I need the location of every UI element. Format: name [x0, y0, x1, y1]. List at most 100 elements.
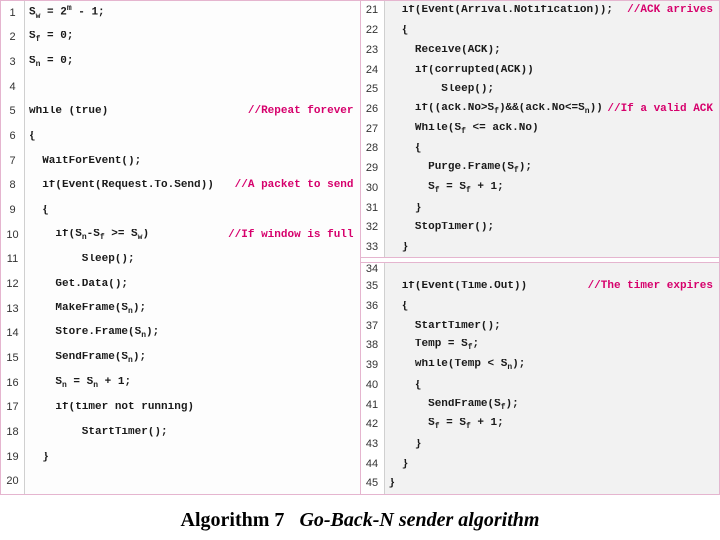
line-number: 30 — [361, 178, 385, 198]
code-text: Get.Data(); — [25, 279, 360, 290]
code-text: Sf = 0; — [25, 31, 360, 44]
code-row: 13 MakeFrame(Sn); — [1, 297, 360, 322]
code-row: 4 — [1, 75, 360, 100]
line-number: 36 — [361, 297, 385, 317]
code-row: 43 } — [361, 435, 720, 455]
line-number: 38 — [361, 336, 385, 356]
code-text: Sleep(); — [385, 84, 720, 95]
code-row: 32 StopTimer(); — [361, 218, 720, 238]
line-number: 8 — [1, 174, 25, 199]
line-number: 2 — [1, 26, 25, 51]
line-number: 25 — [361, 80, 385, 100]
code-row: 14 Store.Frame(Sn); — [1, 322, 360, 347]
code-text: SendFrame(Sn); — [25, 352, 360, 365]
code-text: } — [385, 478, 720, 489]
code-text: { — [25, 205, 360, 216]
line-number: 6 — [1, 124, 25, 149]
line-number: 42 — [361, 415, 385, 435]
code-text: While(Sf <= ack.No) — [385, 123, 720, 136]
code-row: 38 Temp = Sf; — [361, 336, 720, 356]
line-number: 45 — [361, 474, 385, 494]
code-text: StartTimer(); — [25, 427, 360, 438]
code-row: 8 if(Event(Request.To.Send))//A packet t… — [1, 174, 360, 199]
line-number: 39 — [361, 356, 385, 376]
line-number: 14 — [1, 322, 25, 347]
comment-text: //If a valid ACK — [607, 104, 719, 115]
code-row: 37 StartTimer(); — [361, 316, 720, 336]
code-text: Sf = Sf + 1; — [385, 418, 720, 431]
line-number: 12 — [1, 272, 25, 297]
code-text: if(Event(Time.Out)) — [385, 281, 588, 292]
code-text: Sn = 0; — [25, 56, 360, 69]
line-number: 22 — [361, 21, 385, 41]
code-text: Sleep(); — [25, 254, 360, 265]
code-text: Sw = 2m - 1; — [25, 5, 360, 21]
code-row: 16 Sn = Sn + 1; — [1, 371, 360, 396]
code-row: 42 Sf = Sf + 1; — [361, 415, 720, 435]
line-number: 34 — [361, 263, 385, 277]
caption-title: Go-Back-N sender algorithm — [299, 509, 539, 531]
code-row: 35 if(Event(Time.Out))//The timer expire… — [361, 277, 720, 297]
code-row: 21 if(Event(Arrival.Notification));//ACK… — [361, 1, 720, 21]
line-number: 21 — [361, 1, 385, 21]
code-row: 40 { — [361, 376, 720, 396]
code-text: Sf = Sf + 1; — [385, 182, 720, 195]
code-text: Sn = Sn + 1; — [25, 377, 360, 390]
code-text: { — [385, 25, 720, 36]
code-text: while (true) — [25, 106, 248, 117]
code-text: StartTimer(); — [385, 321, 720, 332]
code-text: if(Event(Arrival.Notification)); — [385, 5, 628, 16]
line-number: 9 — [1, 198, 25, 223]
code-row: 30 Sf = Sf + 1; — [361, 178, 720, 198]
code-row: 44 } — [361, 454, 720, 474]
right-column: 21 if(Event(Arrival.Notification));//ACK… — [361, 1, 720, 494]
line-number: 41 — [361, 395, 385, 415]
line-number: 20 — [1, 469, 25, 494]
code-row: 29 Purge.Frame(Sf); — [361, 159, 720, 179]
comment-text: //A packet to send — [235, 180, 360, 191]
code-text: } — [385, 203, 720, 214]
code-row: 39 while(Temp < Sn); — [361, 356, 720, 376]
code-text: } — [385, 459, 720, 470]
line-number: 33 — [361, 238, 385, 258]
code-row: 2Sf = 0; — [1, 26, 360, 51]
code-row: 27 While(Sf <= ack.No) — [361, 119, 720, 139]
code-text: { — [25, 131, 360, 142]
code-text: MakeFrame(Sn); — [25, 303, 360, 316]
code-row: 7 WaitForEvent(); — [1, 149, 360, 174]
line-number: 27 — [361, 119, 385, 139]
line-number: 23 — [361, 40, 385, 60]
code-text: if((ack.No>Sf)&&(ack.No<=Sn)) — [385, 103, 608, 116]
code-row: 26 if((ack.No>Sf)&&(ack.No<=Sn))//If a v… — [361, 100, 720, 120]
code-row: 20 — [1, 469, 360, 494]
code-row: 28 { — [361, 139, 720, 159]
code-text: { — [385, 301, 720, 312]
code-text: } — [25, 452, 360, 463]
line-number: 19 — [1, 445, 25, 470]
code-row: 1Sw = 2m - 1; — [1, 1, 360, 26]
line-number: 32 — [361, 218, 385, 238]
code-row: 5while (true)//Repeat forever — [1, 100, 360, 125]
line-number: 7 — [1, 149, 25, 174]
line-number: 15 — [1, 346, 25, 371]
line-number: 1 — [1, 1, 25, 26]
line-number: 37 — [361, 316, 385, 336]
caption-label: Algorithm 7 — [181, 509, 285, 531]
code-text: { — [385, 143, 720, 154]
line-number: 35 — [361, 277, 385, 297]
line-number: 31 — [361, 198, 385, 218]
code-text: while(Temp < Sn); — [385, 359, 720, 372]
code-row: 34 — [361, 263, 720, 277]
line-number: 43 — [361, 435, 385, 455]
code-text: if(Event(Request.To.Send)) — [25, 180, 235, 191]
code-text: Receive(ACK); — [385, 45, 720, 56]
line-number: 29 — [361, 159, 385, 179]
line-number: 3 — [1, 50, 25, 75]
comment-text: //Repeat forever — [248, 106, 360, 117]
code-columns: 1Sw = 2m - 1;2Sf = 0;3Sn = 0;45while (tr… — [0, 0, 720, 495]
line-number: 26 — [361, 100, 385, 120]
line-number: 11 — [1, 248, 25, 273]
line-number: 28 — [361, 139, 385, 159]
code-text: { — [385, 380, 720, 391]
code-row: 17 if(timer not running) — [1, 396, 360, 421]
